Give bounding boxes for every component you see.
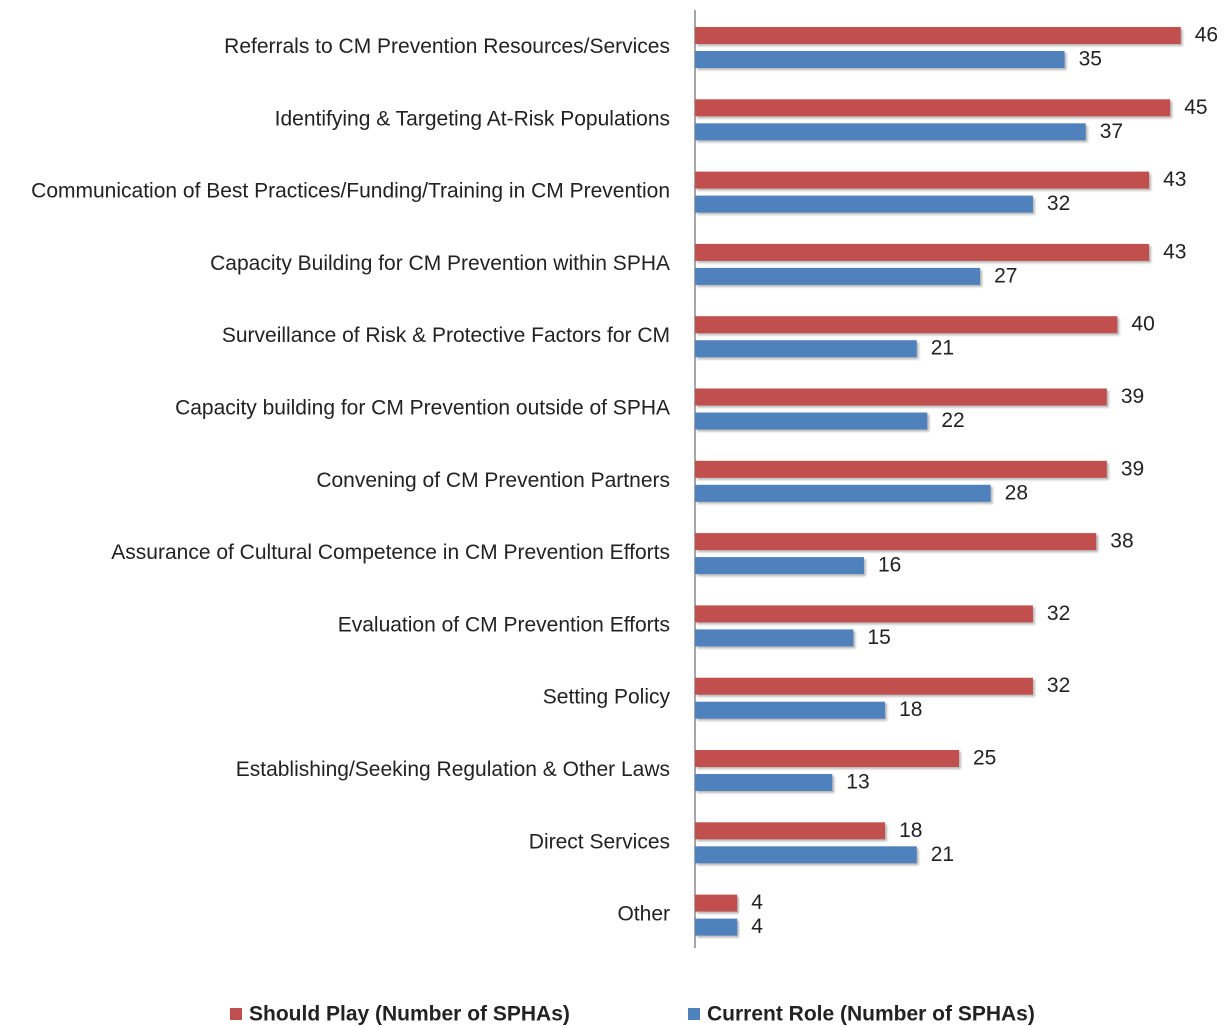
bar [695, 677, 1033, 695]
value-label: 43 [1163, 240, 1186, 263]
bar [695, 484, 991, 502]
value-label: 35 [1079, 48, 1102, 71]
bar [695, 605, 1033, 623]
category-label: Communication of Best Practices/Funding/… [31, 179, 670, 202]
value-label: 21 [931, 337, 954, 360]
bar [695, 629, 854, 647]
bar [695, 123, 1086, 141]
bar [695, 99, 1171, 117]
value-label: 4 [751, 915, 763, 938]
category-label: Other [617, 902, 670, 925]
value-label: 45 [1184, 96, 1207, 119]
value-label: 46 [1195, 24, 1218, 47]
value-label: 37 [1100, 120, 1123, 143]
category-label: Setting Policy [543, 685, 671, 708]
bar [695, 171, 1150, 189]
bar [695, 774, 833, 791]
legend-swatch [688, 1008, 700, 1020]
bar [695, 822, 886, 840]
value-label: 39 [1121, 385, 1144, 408]
legend-swatch [230, 1008, 242, 1020]
value-label: 13 [846, 771, 869, 794]
value-label: 28 [1005, 481, 1028, 504]
category-label: Referrals to CM Prevention Resources/Ser… [224, 35, 670, 58]
value-label: 43 [1163, 168, 1186, 191]
value-label: 32 [1047, 674, 1070, 697]
bar [695, 412, 928, 430]
value-label: 32 [1047, 602, 1070, 625]
category-label: Evaluation of CM Prevention Efforts [338, 613, 670, 636]
value-label: 4 [751, 891, 763, 914]
bar [695, 27, 1181, 44]
category-label: Surveillance of Risk & Protective Factor… [222, 324, 670, 347]
bar [695, 267, 981, 285]
category-label: Direct Services [529, 830, 670, 853]
bar [695, 701, 886, 719]
value-label: 40 [1131, 313, 1154, 336]
bar [695, 243, 1150, 261]
bar [695, 894, 738, 912]
bar [695, 557, 864, 575]
category-label: Assurance of Cultural Competence in CM P… [111, 541, 670, 564]
bar [695, 51, 1065, 68]
category-label: Capacity building for CM Prevention outs… [175, 396, 670, 419]
category-label: Capacity Building for CM Prevention with… [210, 251, 670, 274]
value-label: 25 [973, 747, 996, 770]
bar [695, 316, 1118, 334]
bar [695, 846, 917, 864]
legend-label: Current Role (Number of SPHAs) [707, 1003, 1035, 1026]
bar [695, 918, 738, 936]
category-label: Convening of CM Prevention Partners [316, 468, 670, 491]
category-label: Establishing/Seeking Regulation & Other … [236, 758, 670, 781]
value-label: 32 [1047, 192, 1070, 215]
value-label: 38 [1110, 530, 1133, 553]
value-label: 18 [899, 698, 922, 721]
bar [695, 388, 1107, 406]
value-label: 18 [899, 819, 922, 842]
category-label: Identifying & Targeting At-Risk Populati… [275, 107, 670, 130]
legend-label: Should Play (Number of SPHAs) [249, 1003, 570, 1026]
bar [695, 533, 1097, 551]
bar [695, 460, 1107, 478]
value-label: 15 [867, 626, 890, 649]
bar [695, 340, 917, 358]
bar [695, 195, 1033, 213]
value-label: 27 [994, 264, 1017, 287]
value-label: 22 [941, 409, 964, 432]
value-label: 39 [1121, 457, 1144, 480]
value-label: 21 [931, 843, 954, 866]
value-label: 16 [878, 554, 901, 577]
bar [695, 750, 959, 767]
